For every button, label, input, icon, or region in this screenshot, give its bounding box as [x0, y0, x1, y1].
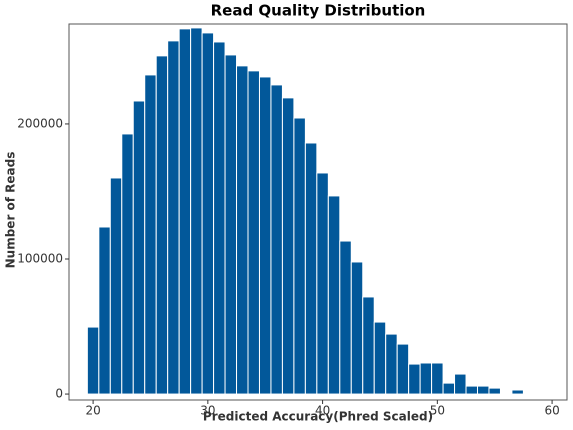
y-tick-label: 0 — [55, 387, 63, 401]
bar — [155, 55, 169, 395]
bar — [488, 387, 501, 395]
bar — [465, 385, 478, 395]
bar — [144, 74, 157, 395]
x-axis-label: Predicted Accuracy(Phred Scaled) — [203, 410, 433, 424]
bar — [258, 76, 272, 395]
bar — [86, 326, 100, 395]
bar — [339, 240, 352, 395]
bar — [511, 389, 524, 395]
bar — [327, 195, 341, 395]
y-axis-label: Number of Reads — [4, 152, 18, 269]
y-tick-label: 100000 — [17, 252, 63, 266]
bar — [109, 177, 123, 395]
bar — [431, 362, 444, 395]
bar — [281, 97, 295, 395]
bar — [362, 296, 375, 395]
bar — [270, 84, 283, 395]
bar — [350, 261, 364, 395]
x-tick-label: 60 — [544, 404, 559, 418]
bar — [132, 100, 146, 395]
y-tick-label: 200000 — [17, 116, 63, 130]
bar — [385, 333, 398, 395]
bar — [98, 226, 111, 395]
bar — [178, 28, 192, 395]
x-tick-label: 20 — [85, 404, 100, 418]
bar — [224, 54, 238, 395]
bar — [373, 321, 387, 395]
bar — [201, 32, 215, 395]
bar — [293, 117, 306, 395]
bar — [247, 70, 260, 395]
bar — [419, 362, 433, 395]
bar — [121, 133, 134, 395]
bar — [408, 363, 421, 395]
plot-frame — [68, 23, 568, 401]
bar — [236, 65, 249, 395]
x-tick-label: 40 — [315, 404, 330, 418]
bar — [167, 40, 180, 395]
bar — [316, 172, 329, 395]
x-tick-label: 50 — [430, 404, 445, 418]
bar — [304, 142, 318, 395]
bar — [213, 41, 226, 395]
bar — [442, 382, 456, 395]
chart-title: Read Quality Distribution — [211, 2, 426, 20]
x-tick-label: 30 — [200, 404, 215, 418]
bar — [190, 27, 203, 395]
bar — [454, 373, 467, 395]
bar — [476, 385, 490, 395]
bar — [396, 343, 410, 395]
